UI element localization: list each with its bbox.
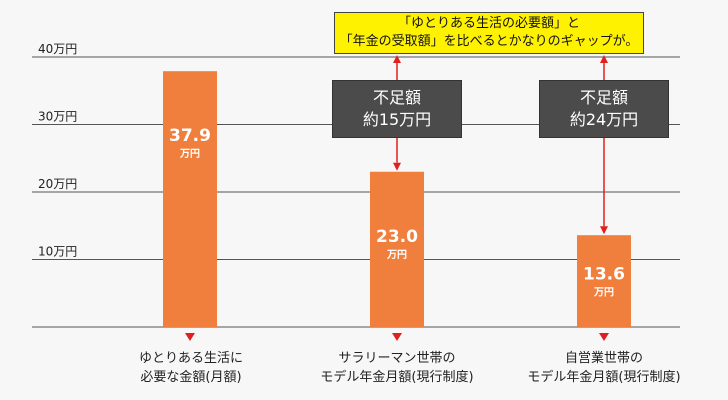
y-tick-label-10: 10万円 bbox=[38, 245, 77, 259]
y-tick-label-30: 30万円 bbox=[38, 110, 77, 124]
x-category-label-2-line-2: モデル年金月額(現行制度) bbox=[320, 370, 474, 385]
gap-arrow-head-up-1 bbox=[393, 55, 401, 63]
gap-arrow-head-down-2 bbox=[600, 226, 608, 235]
gap-box-salaryman: 不足額 約15万円 bbox=[332, 80, 462, 138]
x-category-label-2: サラリーマン世帯の モデル年金月額(現行制度) bbox=[297, 349, 497, 387]
gap-box-salaryman-amount: 約15万円 bbox=[362, 110, 432, 129]
x-category-label-1-line-2: 必要な金額(月額) bbox=[140, 370, 242, 385]
gap-box-salaryman-title: 不足額 bbox=[372, 88, 421, 107]
x-category-label-2-line-1: サラリーマン世帯の bbox=[338, 351, 456, 366]
category-marker-1 bbox=[185, 333, 195, 341]
gap-box-self-employed: 不足額 約24万円 bbox=[539, 80, 669, 138]
bar-unit-label-3: 万円 bbox=[593, 286, 614, 298]
bar-2 bbox=[370, 171, 424, 327]
x-category-label-1-line-1: ゆとりある生活に bbox=[138, 351, 243, 366]
callout-line-1: 「ゆとりある生活の必要額」と bbox=[397, 16, 580, 31]
bar-value-label-1: 37.9 bbox=[169, 126, 211, 146]
bar-unit-label-2: 万円 bbox=[386, 249, 407, 261]
bar-3 bbox=[577, 235, 631, 327]
callout-line-2: 「年金の受取額」を比べるとかなりのギャップが。 bbox=[339, 34, 639, 49]
x-category-label-3-line-2: モデル年金月額(現行制度) bbox=[527, 370, 681, 385]
y-tick-label-40: 40万円 bbox=[38, 42, 77, 56]
callout-box: 「ゆとりある生活の必要額」と 「年金の受取額」を比べるとかなりのギャップが。 bbox=[334, 12, 644, 54]
x-category-label-3: 自営業世帯の モデル年金月額(現行制度) bbox=[504, 349, 704, 387]
bar-value-label-2: 23.0 bbox=[376, 227, 418, 247]
x-category-label-3-line-1: 自営業世帯の bbox=[564, 351, 643, 366]
gap-box-self-employed-title: 不足額 bbox=[579, 88, 628, 107]
x-category-label-1: ゆとりある生活に 必要な金額(月額) bbox=[91, 349, 291, 387]
y-tick-label-20: 20万円 bbox=[38, 177, 77, 191]
gap-arrow-head-down-1 bbox=[393, 162, 401, 171]
gap-box-self-employed-amount: 約24万円 bbox=[569, 110, 639, 129]
bar-unit-label-1: 万円 bbox=[179, 148, 200, 160]
category-marker-2 bbox=[392, 333, 402, 341]
gap-arrow-head-up-2 bbox=[600, 55, 608, 63]
category-marker-3 bbox=[599, 333, 609, 341]
bar-1 bbox=[163, 71, 217, 327]
bar-value-label-3: 13.6 bbox=[583, 264, 625, 284]
